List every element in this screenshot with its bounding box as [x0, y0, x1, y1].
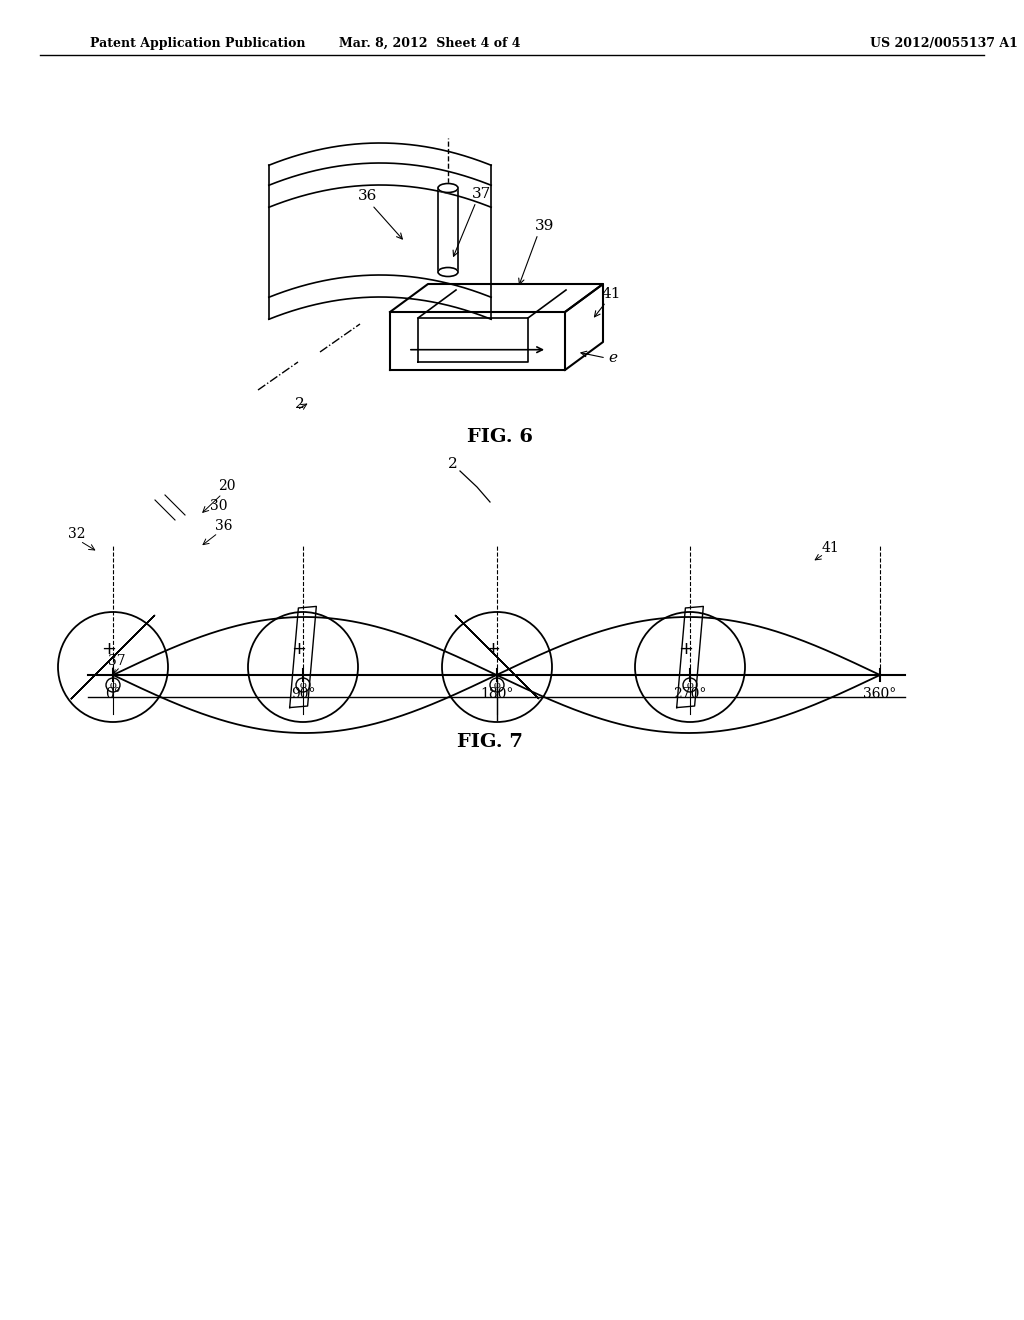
Text: 270°: 270° — [674, 686, 707, 701]
Text: 41: 41 — [822, 541, 840, 554]
Text: φ: φ — [494, 681, 501, 689]
Text: 36: 36 — [215, 519, 232, 533]
Text: FIG. 6: FIG. 6 — [467, 428, 534, 446]
Text: e: e — [608, 351, 617, 366]
Text: 360°: 360° — [863, 686, 897, 701]
Text: FIG. 7: FIG. 7 — [457, 733, 523, 751]
Text: φ: φ — [300, 681, 306, 689]
Text: 20: 20 — [218, 479, 236, 492]
Text: 30: 30 — [210, 499, 227, 513]
Text: +: + — [679, 640, 693, 657]
Text: 37: 37 — [472, 187, 492, 201]
Text: +: + — [101, 640, 117, 657]
Text: 39: 39 — [535, 219, 554, 234]
Text: 90°: 90° — [291, 686, 315, 701]
Text: 180°: 180° — [480, 686, 514, 701]
Ellipse shape — [438, 268, 458, 276]
Text: 2: 2 — [449, 457, 458, 471]
Text: φ: φ — [110, 681, 117, 689]
Text: 32: 32 — [68, 527, 85, 541]
Text: 41: 41 — [602, 286, 622, 301]
Text: Mar. 8, 2012  Sheet 4 of 4: Mar. 8, 2012 Sheet 4 of 4 — [339, 37, 521, 50]
Text: 2: 2 — [295, 397, 305, 411]
Text: Patent Application Publication: Patent Application Publication — [90, 37, 305, 50]
Text: US 2012/0055137 A1: US 2012/0055137 A1 — [870, 37, 1018, 50]
Text: +: + — [485, 640, 501, 657]
Text: +: + — [292, 640, 306, 657]
Text: 0°: 0° — [105, 686, 121, 701]
Text: 37: 37 — [108, 653, 126, 668]
Ellipse shape — [438, 183, 458, 193]
Text: φ: φ — [687, 681, 693, 689]
Text: 36: 36 — [358, 189, 378, 203]
